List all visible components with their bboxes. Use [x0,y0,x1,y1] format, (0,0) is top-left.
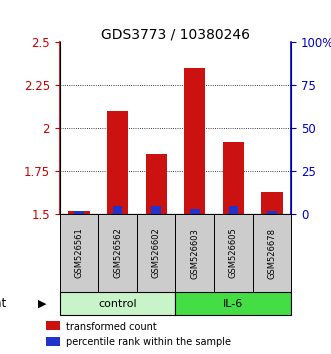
Text: GSM526678: GSM526678 [267,228,276,279]
Bar [107,111,128,214]
Text: GSM526605: GSM526605 [229,228,238,279]
Bar [175,292,291,315]
Text: percentile rank within the sample: percentile rank within the sample [66,337,230,348]
Bar [267,211,277,214]
Bar [60,214,98,292]
Text: GSM526561: GSM526561 [74,228,83,279]
Bar [190,209,200,214]
Text: control: control [98,298,137,309]
Text: ▶: ▶ [38,298,46,309]
Bar [60,292,175,315]
Text: GSM526602: GSM526602 [152,228,161,279]
Bar [151,206,161,214]
Bar [214,214,253,292]
Bar [146,154,167,214]
Text: transformed count: transformed count [66,321,156,332]
Bar [229,206,238,214]
Bar [253,214,291,292]
Bar [184,68,205,214]
Bar [98,214,137,292]
Text: agent: agent [0,297,7,310]
Bar [175,214,214,292]
Bar [74,211,84,214]
Bar [137,214,175,292]
Bar [261,192,283,214]
Bar [46,321,60,330]
Bar [68,211,89,214]
Text: GSM526562: GSM526562 [113,228,122,279]
Bar [223,142,244,214]
Text: GSM526603: GSM526603 [190,228,199,279]
Bar [113,206,122,214]
Title: GDS3773 / 10380246: GDS3773 / 10380246 [101,27,250,41]
Bar [46,337,60,346]
Text: IL-6: IL-6 [223,298,244,309]
